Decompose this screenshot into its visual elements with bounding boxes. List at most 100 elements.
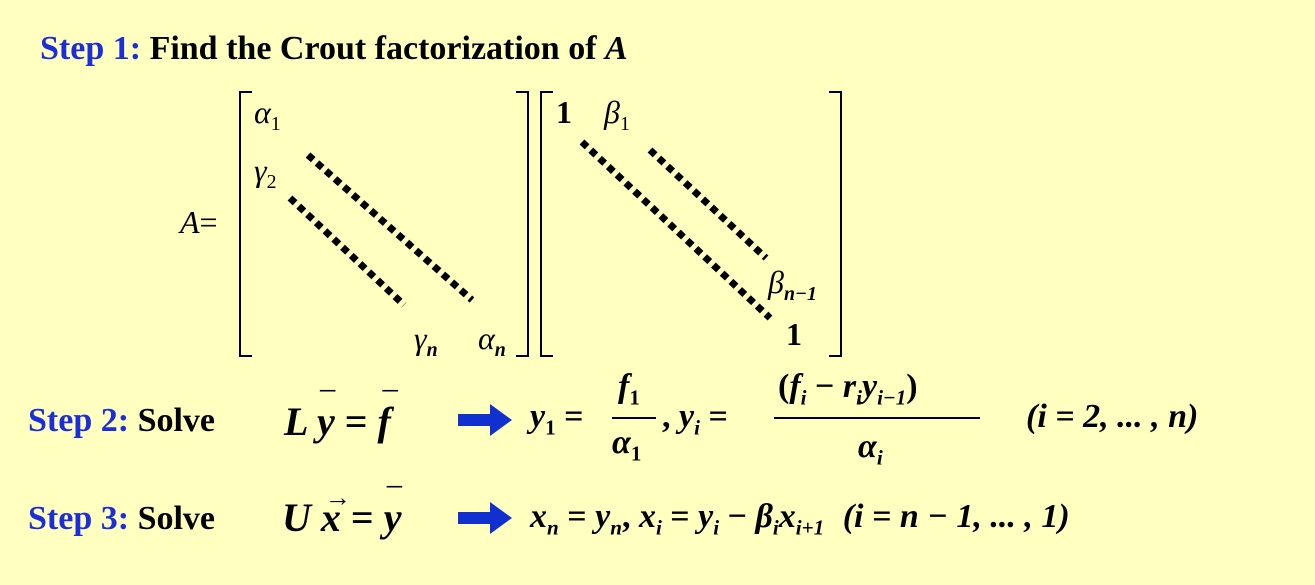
step3-y-vector: y ‾ bbox=[383, 482, 402, 540]
U-one-bottom: 1 bbox=[786, 316, 802, 352]
U-right-bracket bbox=[829, 91, 842, 357]
step2-yi: , yi = bbox=[662, 398, 728, 440]
step2-denominator: αi bbox=[858, 428, 883, 470]
xi+1-subscript: i+1 bbox=[795, 515, 825, 540]
yn-subscript: n bbox=[610, 515, 622, 540]
L-sub-diagonal-dots bbox=[287, 195, 407, 308]
beta-var: β bbox=[755, 498, 773, 535]
ri-subscript: i bbox=[856, 385, 862, 410]
L-alpha1: α1 bbox=[254, 94, 281, 134]
minus-sign: − bbox=[727, 498, 747, 535]
step1-line: Step 1: Find the Crout factorization of … bbox=[40, 30, 628, 68]
step2-y: y bbox=[316, 399, 335, 444]
step2-f1-denominator: α1 bbox=[612, 424, 642, 466]
alpha-symbol: α bbox=[254, 94, 271, 130]
alpha-var: α bbox=[612, 424, 631, 461]
matrix-lhs-var: A bbox=[180, 204, 200, 240]
step3-y: y bbox=[383, 495, 402, 540]
step3-equals: = bbox=[350, 495, 374, 540]
step2-range: (i = 2, ... , n) bbox=[1026, 398, 1199, 435]
alpha1-subscript: 1 bbox=[630, 441, 642, 466]
comma: , bbox=[621, 498, 631, 535]
r-var: r bbox=[842, 368, 857, 405]
beta-i-subscript: i bbox=[772, 515, 779, 540]
U-beta1: β1 bbox=[604, 94, 630, 134]
L-gamma-n: γn bbox=[414, 320, 438, 360]
equals-sign: = bbox=[670, 498, 690, 535]
matrix-lhs: A= bbox=[180, 204, 218, 241]
step3-x-vector: x → bbox=[320, 483, 351, 540]
step3-formula: xn = yn, xi = yi − βixi+1 (i = n − 1, ..… bbox=[530, 498, 1070, 540]
L-left-bracket bbox=[239, 91, 252, 357]
step1-label: Step 1: bbox=[40, 30, 142, 67]
x-var: x bbox=[638, 498, 656, 535]
beta1-subscript: 1 bbox=[619, 112, 630, 135]
beta-n-1-subscript: n−1 bbox=[783, 282, 817, 305]
y-var: y bbox=[530, 398, 546, 435]
alpha-var: α bbox=[858, 428, 877, 465]
step2-line: Step 2: Solve bbox=[28, 402, 215, 440]
step2-label: Step 2: bbox=[28, 402, 130, 439]
U-left-bracket bbox=[540, 91, 553, 357]
right-arrow-icon bbox=[458, 404, 512, 436]
step3-line: Step 3: Solve bbox=[28, 500, 215, 538]
gamma-symbol: γ bbox=[254, 152, 267, 188]
minus-sign: − bbox=[815, 368, 835, 405]
y1-subscript: 1 bbox=[545, 415, 556, 440]
U-main-diagonal-dots bbox=[579, 139, 773, 321]
alpha1-subscript: 1 bbox=[270, 112, 281, 135]
beta-symbol: β bbox=[604, 94, 620, 130]
step3-U: U bbox=[282, 495, 311, 540]
yi-subscript: i bbox=[713, 515, 720, 540]
xi-subscript: i bbox=[655, 515, 662, 540]
L-main-diagonal-dots bbox=[305, 152, 475, 303]
U-super-diagonal-dots bbox=[647, 147, 769, 261]
f-var: f bbox=[618, 368, 630, 405]
alpha-symbol: α bbox=[478, 320, 495, 356]
step3-equation: U x → = y ‾ bbox=[282, 482, 402, 541]
f-var: f bbox=[789, 368, 801, 405]
alpha-i-subscript: i bbox=[876, 445, 883, 470]
step2-equals: = bbox=[344, 399, 368, 444]
x-var: x bbox=[778, 498, 796, 535]
L-gamma2: γ2 bbox=[254, 152, 277, 192]
y-var: y bbox=[679, 398, 695, 435]
step2-f-vector: f ‾ bbox=[377, 386, 397, 444]
open-paren: ( bbox=[778, 368, 790, 405]
step3-solve: Solve bbox=[137, 500, 216, 537]
step1-var: A bbox=[605, 30, 628, 67]
step1-text: Find the Crout factorization of bbox=[149, 30, 597, 67]
vector-bar-icon: ‾ bbox=[383, 386, 397, 431]
y-var: y bbox=[861, 368, 878, 405]
matrix-eq: = bbox=[199, 204, 218, 240]
equals-sign: = bbox=[564, 398, 584, 435]
yi-subscript: i bbox=[694, 415, 700, 440]
step3-range: (i = n − 1, ... , 1) bbox=[842, 498, 1070, 535]
step2-f: f bbox=[377, 399, 391, 444]
f1-subscript: 1 bbox=[629, 385, 640, 410]
comma: , bbox=[662, 398, 671, 435]
equals-sign: = bbox=[708, 398, 728, 435]
step2-L: L bbox=[284, 399, 307, 444]
gamma-n-subscript: n bbox=[426, 338, 438, 361]
y-var: y bbox=[595, 498, 611, 535]
yi-1-subscript: i−1 bbox=[877, 385, 907, 410]
gamma2-subscript: 2 bbox=[266, 170, 277, 193]
beta-symbol: β bbox=[768, 264, 784, 300]
step3-label: Step 3: bbox=[28, 500, 130, 537]
L-alpha-n: αn bbox=[478, 320, 506, 360]
L-right-bracket bbox=[516, 91, 529, 357]
x-var: x bbox=[530, 498, 547, 535]
vector-arrow-icon: → bbox=[324, 483, 351, 512]
equals-sign: = bbox=[567, 498, 587, 535]
U-one-top: 1 bbox=[556, 94, 572, 130]
vector-bar-icon: ‾ bbox=[387, 482, 402, 527]
step2-y-vector: y ‾ bbox=[316, 386, 335, 444]
right-arrow-icon bbox=[458, 502, 512, 534]
gamma-symbol: γ bbox=[414, 320, 427, 356]
step2-numerator: (fi − riyi−1) bbox=[778, 368, 918, 410]
step3-x: x bbox=[320, 495, 341, 540]
step2-y1: y1 = bbox=[530, 398, 584, 440]
